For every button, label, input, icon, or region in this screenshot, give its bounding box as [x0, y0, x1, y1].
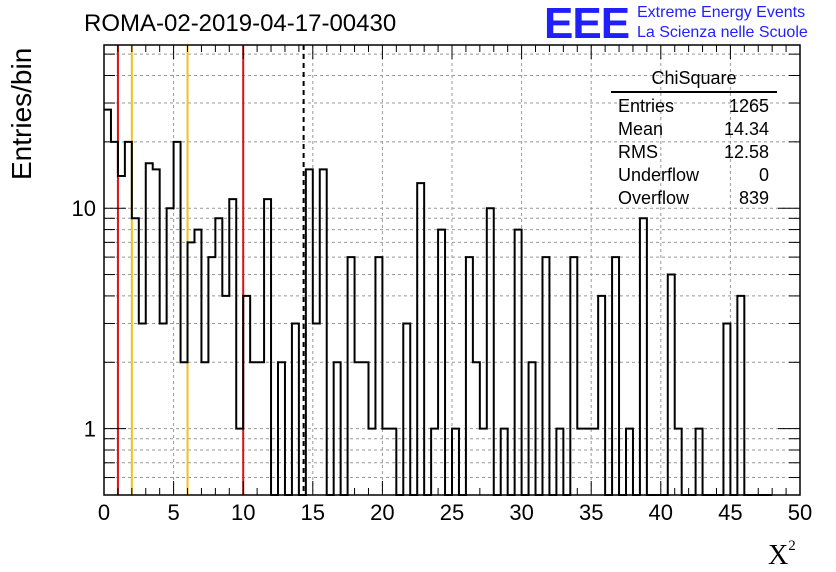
x-tick-label: 45	[718, 500, 742, 525]
stats-label: Mean	[618, 119, 664, 139]
x-tick-label: 40	[649, 500, 673, 525]
stats-label: Underflow	[618, 165, 700, 185]
logo-line-1: Extreme Energy Events	[637, 4, 806, 21]
x-tick-label: 20	[370, 500, 394, 525]
x-tick-label: 10	[231, 500, 255, 525]
x-tick-label: 15	[301, 500, 325, 525]
stats-row: Mean 14.34	[611, 118, 777, 141]
x-tick-label: 25	[440, 500, 464, 525]
x-tick-label: 0	[98, 500, 110, 525]
chart-title: ROMA-02-2019-04-17-00430	[84, 10, 397, 37]
stats-row: Underflow 0	[611, 164, 777, 187]
stats-row: Entries 1265	[611, 95, 777, 118]
stats-row: RMS 12.58	[611, 141, 777, 164]
y-tick-label: 10	[72, 196, 96, 221]
x-axis-label: X2	[768, 538, 796, 571]
x-tick-label: 50	[788, 500, 812, 525]
x-tick-label: 35	[579, 500, 603, 525]
stats-value: 839	[738, 188, 769, 208]
stats-label: RMS	[618, 142, 658, 162]
eee-logo: EEE	[544, 0, 630, 48]
logo-line-2: La Scienza nelle Scuole	[637, 24, 808, 41]
stats-value: 1265	[728, 96, 769, 116]
y-tick-label: 1	[84, 417, 96, 442]
stats-value: 0	[758, 165, 769, 185]
x-tick-label: 5	[167, 500, 179, 525]
stats-value: 12.58	[723, 142, 769, 162]
stats-label: Overflow	[618, 188, 690, 208]
stats-box: ChiSquare Entries 1265 Mean 14.34 RMS 12.58…	[611, 68, 777, 210]
stats-row: Overflow 839	[611, 187, 777, 210]
stats-label: Entries	[618, 96, 675, 116]
stats-value: 14.34	[723, 119, 769, 139]
stats-title: ChiSquare	[611, 68, 777, 93]
x-tick-label: 30	[509, 500, 533, 525]
